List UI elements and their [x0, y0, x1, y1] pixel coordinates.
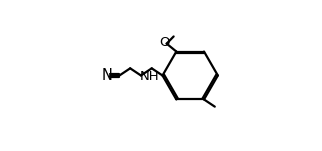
Text: NH: NH	[140, 70, 160, 83]
Text: O: O	[160, 36, 170, 49]
Text: N: N	[102, 68, 113, 83]
